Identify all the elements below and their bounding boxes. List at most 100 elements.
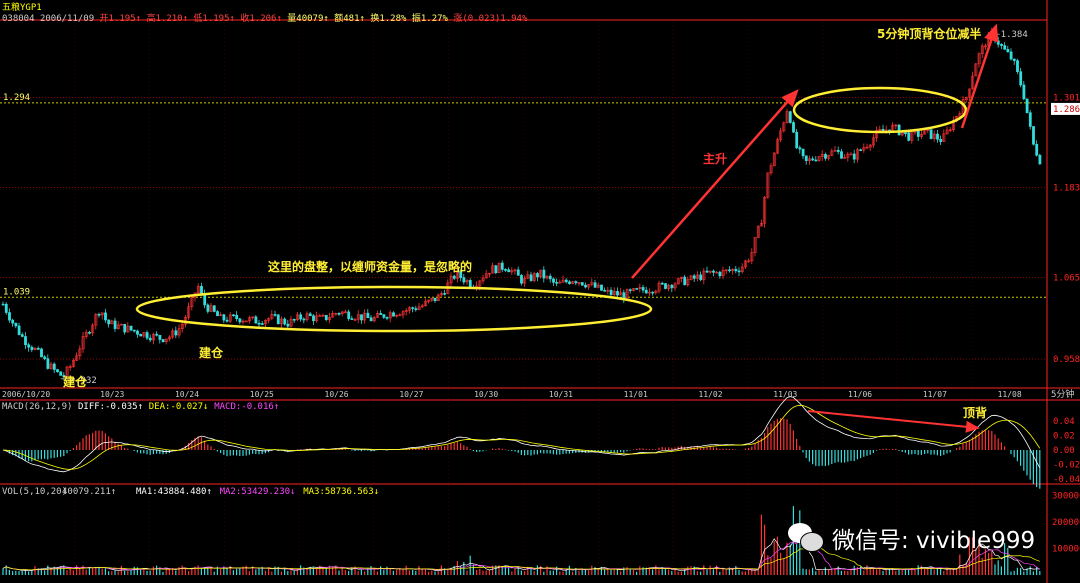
candle-body bbox=[350, 318, 354, 320]
candle-body bbox=[683, 276, 687, 286]
candle-body bbox=[804, 155, 808, 161]
candle-body bbox=[1, 303, 5, 306]
volume-value: 量40079↑ bbox=[287, 14, 329, 24]
candle-body bbox=[427, 299, 431, 302]
macd-title: MACD(26,12,9) bbox=[2, 402, 72, 412]
candle-body bbox=[513, 269, 517, 272]
candle-body bbox=[801, 148, 805, 157]
candle-body bbox=[552, 278, 555, 283]
macd-legend: DIFF:-0.035↑ bbox=[78, 402, 143, 412]
date-tick-label: 10/23 bbox=[100, 390, 124, 399]
candle-body bbox=[116, 324, 120, 329]
current-price-tag bbox=[1051, 102, 1080, 115]
candle-body bbox=[772, 152, 776, 167]
annotation-top-reduce: 5分钟顶背仓位减半 bbox=[877, 26, 981, 41]
candle-body bbox=[219, 314, 223, 317]
change-value: 涨(0.023)1.94% bbox=[453, 14, 528, 24]
candle-body bbox=[484, 273, 488, 279]
candle-body bbox=[516, 269, 520, 276]
candle-body bbox=[827, 155, 831, 159]
watermark-text: 微信号: vivible999 bbox=[832, 528, 1036, 554]
candle-body bbox=[907, 132, 911, 141]
candle-body bbox=[808, 158, 811, 161]
candle-body bbox=[366, 312, 370, 319]
candle-body bbox=[417, 306, 421, 310]
candle-body bbox=[824, 154, 827, 159]
candle-body bbox=[152, 333, 155, 341]
candle-body bbox=[769, 165, 773, 174]
candle-body bbox=[148, 337, 152, 341]
candle-body bbox=[49, 363, 53, 369]
candle-body bbox=[206, 304, 210, 312]
candle-body bbox=[20, 334, 24, 337]
candle-body bbox=[779, 130, 783, 140]
candle-body bbox=[24, 336, 27, 346]
candle-body bbox=[388, 312, 392, 319]
candle-body bbox=[126, 325, 130, 333]
candle-body bbox=[142, 332, 146, 337]
macd-legend: DEA:-0.027↓ bbox=[149, 402, 209, 412]
candle-body bbox=[878, 128, 882, 131]
candle-body bbox=[478, 280, 482, 287]
candle-body bbox=[766, 172, 770, 198]
date-tick-label: 11/08 bbox=[998, 390, 1022, 399]
candle-body bbox=[158, 334, 162, 340]
candle-body bbox=[177, 328, 181, 336]
watermark: 微信号: vivible999 bbox=[788, 518, 1078, 558]
candle-body bbox=[651, 291, 655, 294]
candle-body bbox=[494, 265, 498, 274]
candle-body bbox=[868, 144, 872, 148]
candle-body bbox=[468, 280, 472, 288]
candle-body bbox=[523, 277, 527, 284]
candle-body bbox=[324, 314, 328, 320]
date-tick-label: 11/02 bbox=[698, 390, 722, 399]
candle-body bbox=[724, 269, 728, 272]
candle-body bbox=[164, 338, 168, 343]
price-candles bbox=[1, 27, 1042, 380]
candle-body bbox=[62, 375, 66, 378]
candle-body bbox=[862, 147, 866, 151]
candle-body bbox=[315, 315, 319, 322]
candle-body bbox=[344, 311, 347, 314]
candle-body bbox=[372, 317, 376, 322]
candle-body bbox=[401, 311, 405, 316]
candle-body bbox=[702, 270, 706, 281]
candle-body bbox=[59, 371, 63, 376]
candle-body bbox=[276, 314, 280, 325]
candle-body bbox=[353, 318, 357, 321]
stock-title: 五粮YGP1 bbox=[2, 3, 42, 13]
candle-body bbox=[587, 284, 591, 288]
candle-body bbox=[603, 290, 607, 292]
candle-body bbox=[932, 133, 936, 139]
candle-body bbox=[40, 348, 43, 358]
candle-body bbox=[1012, 58, 1016, 61]
annotation-top-divergence: 顶背 bbox=[963, 405, 987, 420]
candle-body bbox=[424, 301, 427, 307]
candle-body bbox=[408, 307, 411, 311]
candle-body bbox=[65, 366, 69, 378]
candle-body bbox=[132, 329, 136, 332]
candle-body bbox=[440, 293, 443, 296]
candle-body bbox=[180, 323, 184, 329]
candle-body bbox=[539, 269, 543, 278]
candle-body bbox=[843, 157, 847, 159]
candle-body bbox=[654, 290, 658, 294]
candle-body bbox=[398, 314, 402, 317]
candle-body bbox=[56, 369, 59, 373]
candle-body bbox=[817, 156, 821, 161]
candle-body bbox=[977, 53, 981, 65]
candle-body bbox=[1025, 98, 1029, 113]
candle-body bbox=[273, 314, 277, 316]
candle-body bbox=[238, 318, 242, 323]
date-tick-label: 10/30 bbox=[474, 390, 498, 399]
candle-body bbox=[292, 318, 296, 321]
candle-body bbox=[753, 237, 757, 253]
candle-body bbox=[212, 305, 216, 312]
candle-body bbox=[686, 279, 690, 286]
candle-body bbox=[708, 270, 712, 273]
candle-body bbox=[436, 294, 440, 302]
candle-body bbox=[571, 281, 575, 284]
candle-body bbox=[321, 314, 325, 317]
candle-body bbox=[379, 313, 383, 315]
